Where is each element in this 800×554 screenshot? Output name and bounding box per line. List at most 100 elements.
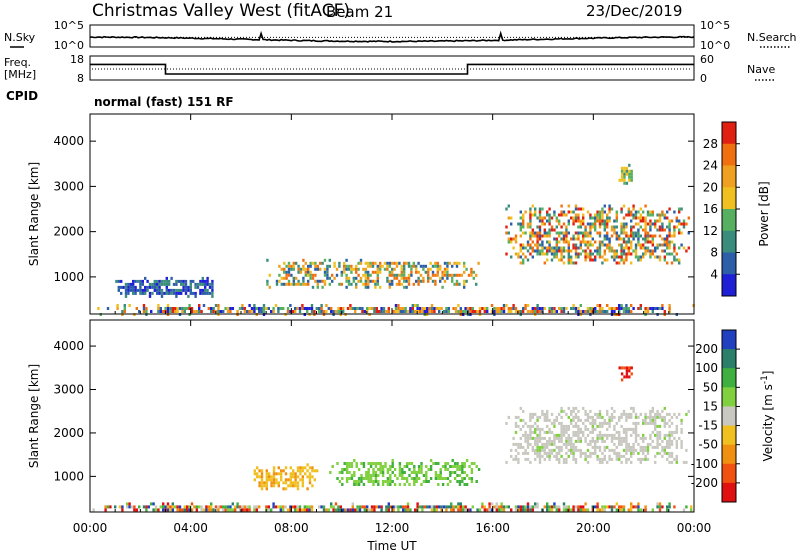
heatmap-cell [441,285,444,289]
heatmap-cell [355,270,358,274]
heatmap-cell [658,234,662,238]
heatmap-cell [381,468,385,471]
heatmap-cell [189,288,192,292]
heatmap-cell [584,457,587,461]
heatmap-cell [598,445,602,449]
heatmap-cell [365,474,368,477]
heatmap-cell [632,213,635,217]
noise-rtick-top: 10^5 [700,19,730,32]
heatmap-cell [529,243,532,247]
heatmap-cell [177,288,180,292]
heatmap-cell [589,307,592,310]
heatmap-cell [211,279,214,283]
heatmap-cell [567,436,570,440]
heatmap-cell [364,270,367,274]
heatmap-cell [290,264,293,268]
heatmap-cell [505,505,508,509]
heatmap-cell [522,219,525,223]
heatmap-cell [365,477,368,480]
heatmap-cell [407,279,411,283]
heatmap-cell [354,307,357,310]
heatmap-cell [534,451,537,455]
heatmap-cell [519,249,522,253]
heatmap-cell [577,225,580,229]
heatmap-cell [369,477,373,480]
heatmap-cell [584,225,587,229]
freq-unit-label: [MHz] [4,68,36,81]
heatmap-cell [632,427,635,431]
heatmap-cell [422,264,425,268]
heatmap-cell [332,310,335,313]
heatmap-cell [579,436,582,440]
heatmap-cell [562,430,566,434]
heatmap-cell [589,216,592,220]
heatmap-cell [458,468,462,471]
colorbar-tick-label: 50 [703,380,718,394]
heatmap-cell [151,291,154,295]
heatmap-cell [342,307,345,310]
heatmap-cell [117,279,120,283]
heatmap-cell [618,451,621,455]
heatmap-cell [639,307,642,310]
heatmap-cell [195,505,198,509]
heatmap-cell [132,279,135,283]
heatmap-cell [574,457,578,461]
heatmap-cell [586,243,590,247]
heatmap-cell [214,304,218,307]
heatmap-cell [364,282,367,286]
heatmap-cell [128,505,131,509]
heatmap-cell [206,276,209,280]
heatmap-cell [517,460,520,464]
heatmap-cell [553,228,556,232]
heatmap-cell [132,288,135,292]
colorbar-tick-label: 12 [703,224,718,238]
heatmap-cell [543,261,546,265]
heatmap-cell [514,442,518,446]
heatmap-cell [661,307,664,310]
heatmap-cell [526,442,530,446]
heatmap-cell [649,249,652,253]
heatmap-cell [303,505,306,509]
heatmap-cell [453,282,456,286]
heatmap-cell [598,240,602,244]
heatmap-cell [670,430,674,434]
heatmap-cell [419,279,423,283]
heatmap-cell [538,451,542,455]
heatmap-cell [656,439,659,443]
heatmap-cell [417,477,421,480]
heatmap-cell [443,279,447,283]
heatmap-cell [270,310,273,313]
heatmap-cell [470,477,474,480]
beam-label: Beam 21 [326,3,393,21]
heatmap-cell [606,237,609,241]
heatmap-cell [582,430,585,434]
heatmap-cell [673,234,676,238]
heatmap-cell [391,273,394,277]
heatmap-cell [148,291,152,295]
colorbar-swatch [722,444,736,465]
heatmap-cell [618,433,621,437]
heatmap-cell [446,468,450,471]
heatmap-cell [663,451,666,455]
heatmap-cell [598,304,602,307]
heatmap-cell [421,505,424,509]
heatmap-cell [591,307,594,310]
heatmap-cell [423,505,426,509]
heatmap-cell [486,508,489,512]
heatmap-cell [248,508,251,512]
heatmap-cell [598,210,602,214]
heatmap-cell [361,310,364,313]
heatmap-cell [475,465,478,468]
heatmap-cell [236,502,239,506]
heatmap-cell [630,505,633,509]
heatmap-cell [565,460,568,464]
heatmap-cell [437,483,440,486]
heatmap-cell [145,508,148,512]
heatmap-cell [668,307,671,310]
heatmap-cell [310,307,314,310]
heatmap-cell [670,240,674,244]
heatmap-cell [608,249,611,253]
heatmap-cell [420,465,423,468]
heatmap-cell [649,240,652,244]
heatmap-cell [538,415,542,419]
